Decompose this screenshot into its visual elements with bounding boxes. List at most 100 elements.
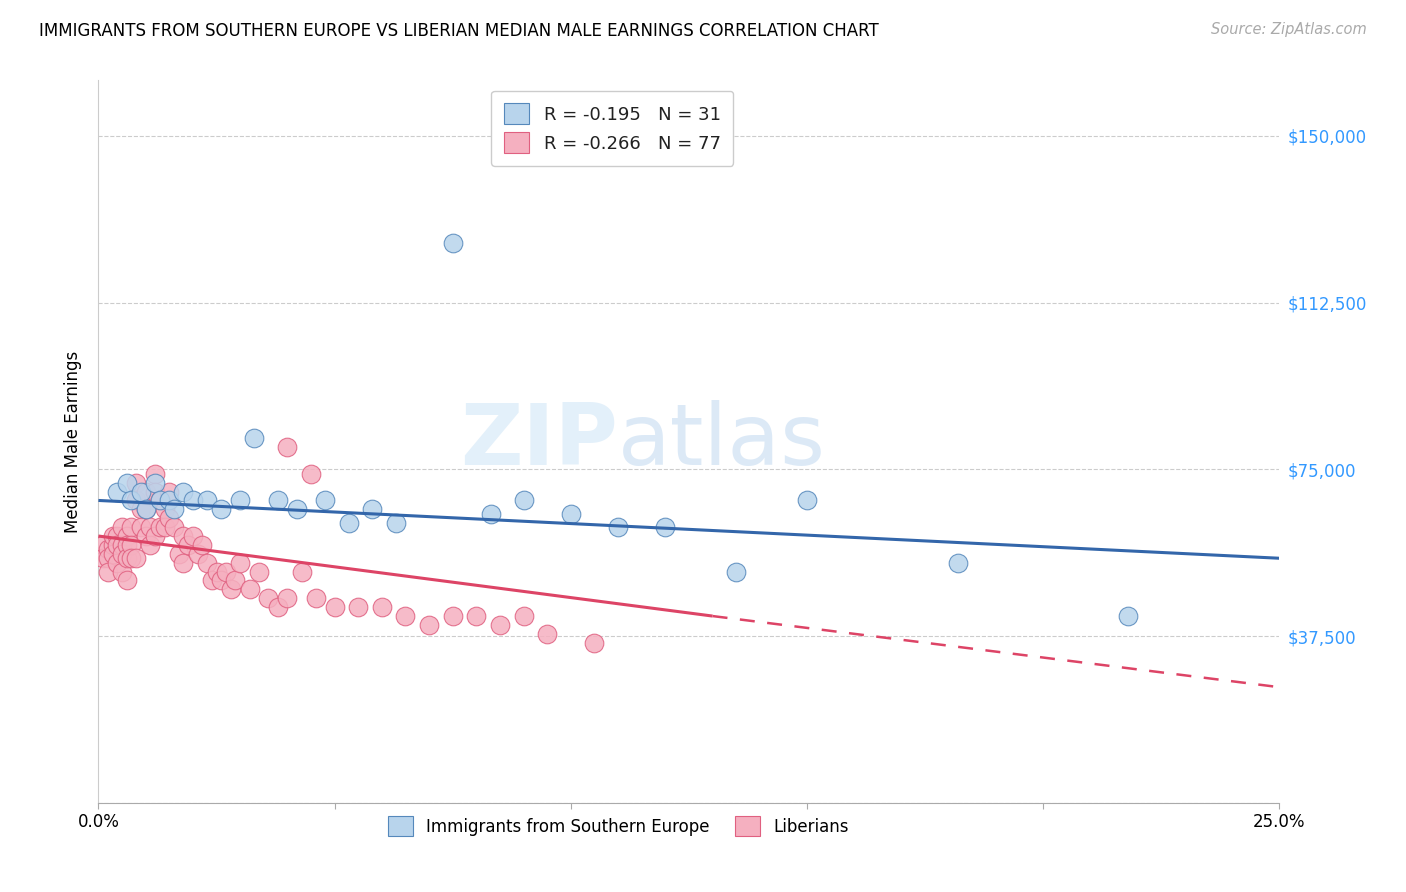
Point bbox=[125, 475, 148, 490]
Point bbox=[115, 475, 138, 490]
Point bbox=[347, 600, 370, 615]
Point bbox=[143, 475, 166, 490]
Point bbox=[725, 565, 748, 579]
Point bbox=[441, 235, 464, 250]
Point bbox=[105, 484, 128, 499]
Point bbox=[153, 502, 176, 516]
Point bbox=[276, 440, 298, 454]
Point bbox=[115, 574, 138, 588]
Point bbox=[143, 484, 166, 499]
Point bbox=[129, 484, 152, 499]
Point bbox=[512, 609, 534, 624]
Point bbox=[394, 609, 416, 624]
Point bbox=[239, 582, 262, 597]
Point bbox=[129, 502, 152, 516]
Point bbox=[153, 520, 176, 534]
Point bbox=[181, 529, 204, 543]
Point bbox=[115, 538, 138, 552]
Point bbox=[91, 551, 114, 566]
Point bbox=[97, 565, 120, 579]
Point bbox=[187, 547, 209, 561]
Point bbox=[172, 529, 194, 543]
Point bbox=[796, 493, 818, 508]
Point bbox=[441, 609, 464, 624]
Point bbox=[115, 551, 138, 566]
Text: ZIP: ZIP bbox=[460, 400, 619, 483]
Point bbox=[290, 565, 312, 579]
Point bbox=[121, 538, 143, 552]
Point bbox=[229, 556, 252, 570]
Point bbox=[143, 467, 166, 481]
Point bbox=[135, 502, 157, 516]
Point bbox=[157, 484, 180, 499]
Point bbox=[163, 502, 186, 516]
Point bbox=[267, 493, 290, 508]
Point bbox=[607, 520, 630, 534]
Point bbox=[97, 542, 120, 557]
Text: Source: ZipAtlas.com: Source: ZipAtlas.com bbox=[1211, 22, 1367, 37]
Point bbox=[243, 431, 266, 445]
Point bbox=[560, 507, 582, 521]
Point bbox=[101, 538, 124, 552]
Text: atlas: atlas bbox=[619, 400, 827, 483]
Point bbox=[143, 529, 166, 543]
Point bbox=[135, 529, 157, 543]
Point bbox=[111, 547, 134, 561]
Point bbox=[583, 636, 606, 650]
Point bbox=[948, 556, 970, 570]
Point bbox=[157, 493, 180, 508]
Point bbox=[209, 502, 232, 516]
Y-axis label: Median Male Earnings: Median Male Earnings bbox=[65, 351, 83, 533]
Point bbox=[371, 600, 394, 615]
Point bbox=[224, 574, 246, 588]
Point bbox=[135, 502, 157, 516]
Point bbox=[149, 493, 172, 508]
Point bbox=[163, 520, 186, 534]
Point bbox=[191, 538, 214, 552]
Legend: Immigrants from Southern Europe, Liberians: Immigrants from Southern Europe, Liberia… bbox=[378, 806, 859, 847]
Point bbox=[111, 538, 134, 552]
Point bbox=[418, 618, 440, 632]
Point bbox=[101, 547, 124, 561]
Point bbox=[139, 538, 162, 552]
Point bbox=[167, 547, 190, 561]
Point bbox=[257, 591, 280, 606]
Point bbox=[209, 574, 232, 588]
Point bbox=[229, 493, 252, 508]
Point bbox=[125, 493, 148, 508]
Point bbox=[489, 618, 512, 632]
Point bbox=[105, 556, 128, 570]
Point bbox=[285, 502, 308, 516]
Point bbox=[125, 551, 148, 566]
Point bbox=[247, 565, 270, 579]
Point bbox=[219, 582, 242, 597]
Point bbox=[385, 516, 408, 530]
Point bbox=[205, 565, 228, 579]
Point bbox=[121, 493, 143, 508]
Point bbox=[91, 538, 114, 552]
Point bbox=[314, 493, 336, 508]
Point bbox=[115, 529, 138, 543]
Point bbox=[195, 493, 218, 508]
Point bbox=[305, 591, 328, 606]
Point bbox=[97, 551, 120, 566]
Point bbox=[105, 538, 128, 552]
Point bbox=[323, 600, 346, 615]
Point bbox=[654, 520, 676, 534]
Point bbox=[1116, 609, 1139, 624]
Point bbox=[512, 493, 534, 508]
Point bbox=[195, 556, 218, 570]
Point bbox=[267, 600, 290, 615]
Point bbox=[172, 556, 194, 570]
Point bbox=[177, 538, 200, 552]
Point bbox=[201, 574, 224, 588]
Point bbox=[111, 565, 134, 579]
Point bbox=[111, 520, 134, 534]
Point bbox=[181, 493, 204, 508]
Point bbox=[139, 520, 162, 534]
Point bbox=[121, 520, 143, 534]
Point bbox=[215, 565, 238, 579]
Point bbox=[536, 627, 558, 641]
Point bbox=[149, 493, 172, 508]
Point bbox=[149, 520, 172, 534]
